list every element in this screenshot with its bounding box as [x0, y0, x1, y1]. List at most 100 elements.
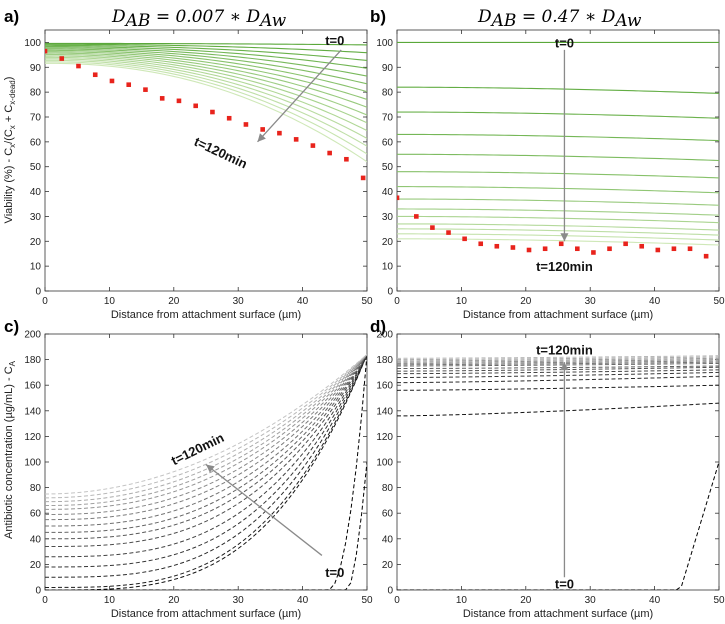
x-tick-label: 30: [233, 595, 245, 606]
viability-curve: [45, 56, 367, 132]
annotation-group: t=0 t=120min: [536, 35, 593, 274]
y-tick-label: 90: [382, 63, 394, 74]
y-tick-label: 200: [24, 330, 41, 341]
data-point: [607, 246, 612, 252]
y-tick-label: 50: [382, 162, 394, 173]
y-tick-label: 60: [382, 509, 394, 520]
x-tick-label: 0: [394, 595, 400, 606]
concentration-curve: [45, 354, 367, 503]
x-tick-label: 30: [233, 296, 245, 307]
panel-a-title: DAB = 0.007 ∗ DAw: [111, 7, 287, 31]
concentration-curve: [45, 354, 367, 521]
y-tick-label: 40: [382, 534, 394, 545]
y-tick-label: 200: [376, 330, 393, 341]
panel-d: d) 0 10 20 30 40 50 0 20 40 60 80 100 120 140 160 180 20…: [370, 317, 725, 620]
data-point: [360, 175, 366, 181]
y-tick-label: 60: [30, 509, 42, 520]
viability-curve: [45, 62, 367, 163]
t0-label: t=0: [555, 577, 574, 592]
concentration-curve: [45, 354, 367, 588]
series-group: [397, 355, 719, 590]
y-tick-label: 70: [382, 113, 394, 124]
plot-frame: [396, 29, 720, 292]
y-tick-label: 60: [30, 137, 42, 148]
y-tick-label: 30: [382, 212, 394, 223]
data-point: [462, 236, 467, 242]
y-tick-label: 80: [382, 483, 394, 494]
y-tick-label: 100: [24, 38, 41, 49]
marker-group: [45, 48, 366, 181]
data-point: [478, 241, 484, 247]
y-tick-label: 70: [30, 113, 42, 124]
x-tick-label: 40: [297, 296, 309, 307]
data-point: [126, 82, 132, 87]
series-group: [45, 42, 367, 163]
viability-curve: [397, 208, 719, 216]
data-point: [159, 96, 165, 101]
annotation-group: t=0 t=120min: [536, 342, 593, 591]
y-tick-label: 20: [382, 237, 394, 248]
data-point: [45, 48, 48, 54]
y-tick-label: 90: [30, 63, 42, 74]
viability-curve: [397, 223, 719, 231]
data-point: [277, 130, 282, 136]
concentration-curve: [397, 371, 719, 379]
concentration-curve: [397, 384, 719, 391]
y-tick-label: 80: [30, 483, 42, 494]
concentration-curve: [45, 354, 367, 568]
y-tick-label: 20: [30, 560, 42, 571]
y-tick-label: 120: [376, 432, 393, 443]
data-point: [494, 243, 500, 249]
y-tick-label: 10: [30, 262, 42, 273]
panel-b: b) DAB = 0.47 ∗ DAw 0 10 20 30 40 50 0 10 20 30 40…: [370, 7, 725, 321]
y-tick-label: 0: [35, 287, 41, 298]
time-arrow: [257, 49, 342, 143]
ylabel-top: Viability (%) - Cx/(Cx + Cx-dead): [3, 77, 17, 224]
concentration-curve: [397, 366, 719, 372]
panel-d-label: d): [370, 317, 386, 336]
viability-curve: [397, 171, 719, 179]
viability-curve: [45, 55, 367, 124]
viability-curve: [397, 111, 719, 119]
y-tick-label: 160: [24, 381, 41, 392]
data-point: [558, 241, 564, 247]
concentration-curve: [45, 354, 367, 540]
viability-curve: [45, 59, 367, 147]
data-point: [575, 246, 580, 252]
y-tick-label: 30: [30, 212, 42, 223]
data-point: [143, 87, 148, 92]
time-arrow-head: [560, 362, 569, 371]
y-tick-label: 0: [35, 586, 41, 597]
data-point: [260, 127, 265, 132]
y-tick-label: 40: [30, 534, 42, 545]
x-tick-label: 40: [649, 296, 661, 307]
concentration-curve: [397, 356, 719, 361]
data-point: [293, 137, 299, 142]
viability-curve: [45, 47, 367, 77]
x-axis-label: Distance from attachment surface (µm): [111, 309, 301, 321]
time-arrow-head: [560, 233, 569, 242]
y-tick-label: 50: [30, 162, 42, 173]
concentration-curve: [45, 354, 367, 558]
viability-curve: [397, 198, 719, 206]
data-point: [542, 246, 548, 252]
plot-frame: [44, 333, 368, 591]
concentration-curve: [397, 355, 719, 359]
panel-b-label: b): [370, 7, 386, 26]
data-point: [226, 115, 232, 121]
ylabel-top-main: Viability (%) - C: [3, 148, 15, 224]
y-tick-label: 80: [30, 88, 42, 99]
x-tick-label: 20: [520, 595, 532, 606]
x-tick-label: 50: [713, 595, 725, 606]
data-point: [526, 247, 532, 253]
x-tick-label: 30: [585, 595, 597, 606]
data-point: [344, 156, 349, 162]
panel-a: a) DAB = 0.007 ∗ DAw 0 10 20 30 40 50 0 10 20 30 4…: [4, 7, 373, 321]
concentration-curve: [45, 354, 367, 507]
concentration-curve: [45, 354, 367, 578]
data-point: [193, 103, 198, 109]
x-tick-label: 20: [168, 296, 180, 307]
plot-frame: [44, 29, 368, 292]
panel-b-title: DAB = 0.47 ∗ DAw: [477, 7, 642, 31]
